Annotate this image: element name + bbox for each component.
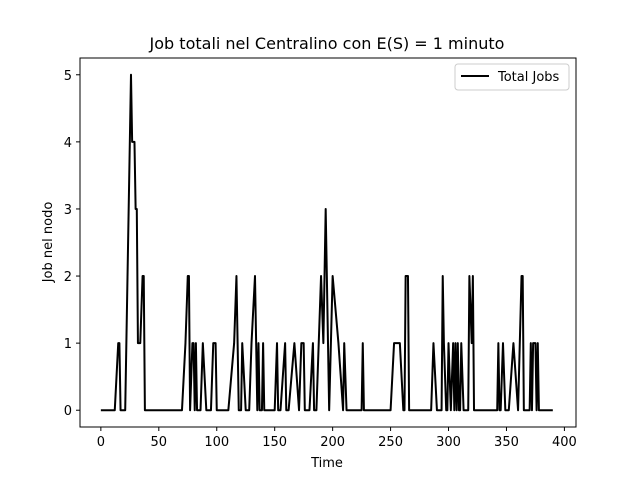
x-tick-label: 300: [436, 435, 461, 450]
x-tick-label: 0: [97, 435, 105, 450]
plot-area: [79, 57, 577, 428]
legend-box: [454, 63, 570, 91]
x-tick-label: 400: [552, 435, 577, 450]
y-tick-label: 2: [64, 270, 72, 285]
x-tick-label: 150: [262, 435, 287, 450]
x-axis-label: Time: [310, 456, 343, 471]
y-axis-ticks: 0 1 2 3 4 5: [64, 69, 80, 419]
series-line-total-jobs: [100, 73, 553, 412]
chart-title: Job totali nel Centralino con E(S) = 1 m…: [149, 34, 505, 53]
x-tick-label: 200: [320, 435, 345, 450]
x-tick-label: 250: [378, 435, 403, 450]
legend: Total Jobs: [454, 63, 570, 91]
x-tick-label: 50: [151, 435, 168, 450]
x-axis-ticks: 0 50 100 150 200 250 300 350 400: [97, 427, 577, 450]
y-tick-label: 1: [64, 337, 72, 352]
y-tick-label: 0: [64, 404, 72, 419]
y-tick-label: 3: [64, 203, 72, 218]
y-tick-label: 4: [64, 136, 72, 151]
y-axis-label: Job nel nodo: [41, 202, 56, 284]
plot-frame: [79, 57, 577, 428]
legend-label-total-jobs: Total Jobs: [497, 70, 560, 85]
x-tick-label: 350: [494, 435, 519, 450]
x-tick-label: 100: [204, 435, 229, 450]
y-tick-label: 5: [64, 69, 72, 84]
